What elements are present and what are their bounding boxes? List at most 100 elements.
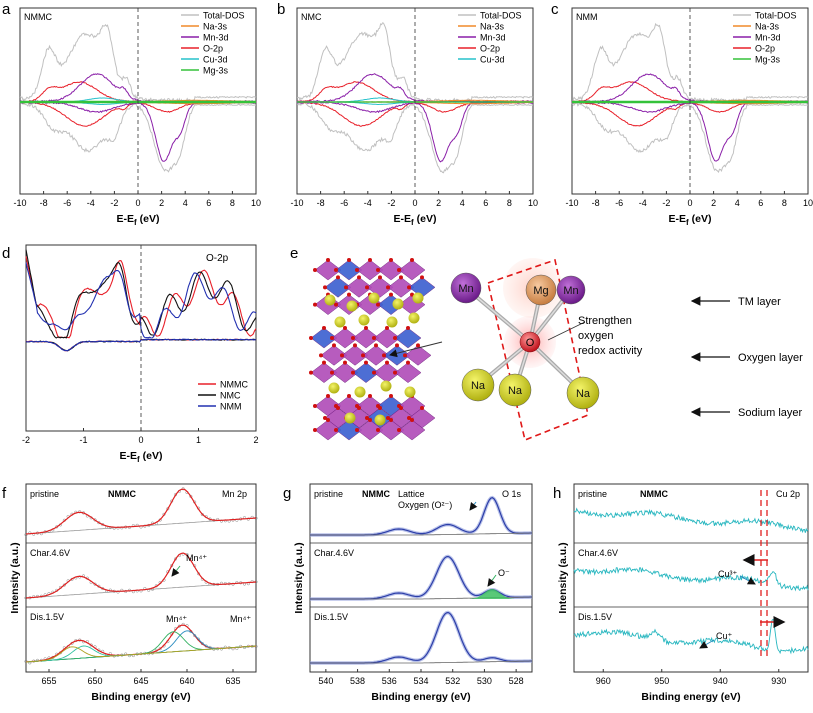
tick-label: -2 xyxy=(110,198,118,208)
oxygen-atom xyxy=(340,353,344,358)
sample-label: NMMC xyxy=(108,489,136,499)
axis-title: Binding energy (eV) xyxy=(641,691,740,703)
octahedron xyxy=(373,327,401,349)
dos-series-up xyxy=(296,22,534,104)
oxygen-atom xyxy=(364,326,368,330)
axis-title: Binding energy (eV) xyxy=(91,691,190,703)
data-point xyxy=(235,581,239,585)
dos-plot: -10 -8 -6 -4 -2 0 2 4 6 8 10 E-Ef (eV) Total-DOSNa-3… xyxy=(290,8,538,227)
dos-series-up xyxy=(19,23,257,104)
fit-component xyxy=(25,631,257,663)
tick-label: 530 xyxy=(477,676,492,686)
tick-label: 536 xyxy=(382,676,397,686)
data-point xyxy=(242,645,247,650)
panel-letter: g xyxy=(283,485,291,502)
atom-label: Na xyxy=(508,385,523,397)
oxygen-atom xyxy=(416,343,420,348)
oxygen-atom xyxy=(406,326,410,330)
data-point xyxy=(78,510,82,514)
data-point xyxy=(93,582,97,586)
oxygen-atom xyxy=(368,418,372,422)
octahedron xyxy=(310,327,338,349)
legend-label: Cu-3d xyxy=(480,55,505,65)
annotation-text: redox activity xyxy=(578,345,643,357)
dos-series-down xyxy=(296,101,534,163)
oxygen-atom xyxy=(330,370,334,375)
oxygen-atom xyxy=(361,353,365,358)
oxygen-atom xyxy=(313,428,317,432)
atom xyxy=(450,272,482,304)
row-label: Dis.1.5V xyxy=(314,612,348,622)
opdos-series-up xyxy=(25,262,257,339)
dos-plot: -10 -8 -6 -4 -2 0 2 4 6 8 10 E-Ef (eV) Total-DOSNa-3… xyxy=(13,8,261,227)
legend-label: Cu-3d xyxy=(203,55,228,65)
tick-label: 10 xyxy=(803,198,813,208)
tick-label: -4 xyxy=(87,198,95,208)
oxygen-atom xyxy=(355,428,359,432)
panel-title: NMMC xyxy=(24,12,52,22)
oxygen-atom xyxy=(403,353,407,358)
tick-label: -2 xyxy=(387,198,395,208)
data-point xyxy=(55,525,59,529)
tick-label: -10 xyxy=(290,198,303,208)
oxygen-atom xyxy=(347,394,351,398)
tick-label: 0 xyxy=(687,198,692,208)
octahedron xyxy=(404,345,432,366)
atom xyxy=(556,275,586,305)
tick-label: 6 xyxy=(206,198,211,208)
tick-label: 640 xyxy=(179,676,194,686)
oxygen-atom xyxy=(376,302,380,307)
oxygen-atom xyxy=(389,394,393,398)
crystal-structure xyxy=(309,258,443,441)
peak-annotation: Cu⁺ xyxy=(716,631,733,641)
octahedron xyxy=(314,419,342,441)
oxygen-atom xyxy=(330,336,334,340)
tick-label: 2 xyxy=(711,198,716,208)
oxygen-atom xyxy=(336,275,340,280)
tick-label: 6 xyxy=(758,198,763,208)
octahedron xyxy=(314,259,342,281)
oxygen-atom xyxy=(406,360,410,365)
octahedron xyxy=(331,327,359,349)
atom xyxy=(461,368,495,402)
row-label: pristine xyxy=(314,489,343,499)
oxygen-atom xyxy=(353,343,357,348)
oxygen-atom xyxy=(410,258,414,262)
tick-label: -10 xyxy=(565,198,578,208)
annotation-arrow xyxy=(699,639,715,649)
oxygen-atom xyxy=(389,258,393,262)
panel-h: h pristine NMMC Cu 2p Char.4.6V Dis.1.5V… xyxy=(553,483,809,703)
o-minus-peak xyxy=(469,589,515,599)
octahedron xyxy=(387,277,415,298)
octahedron xyxy=(366,277,394,298)
tick-label: 645 xyxy=(133,676,148,686)
oxygen-atom xyxy=(336,406,340,410)
panel-letter: b xyxy=(277,1,285,18)
oxygen-atom xyxy=(397,428,401,432)
background-line xyxy=(310,660,532,664)
fit-line xyxy=(25,624,257,663)
peak-annotation: Mn⁴⁺ xyxy=(186,553,207,563)
row-label: pristine xyxy=(578,489,607,499)
atom-label: Mn xyxy=(563,285,578,297)
oxygen-atom xyxy=(309,336,313,340)
oxygen-atom xyxy=(399,406,403,410)
spectrum-line xyxy=(573,566,809,592)
peak-annotation: Lattice xyxy=(398,489,425,499)
sodium-atom xyxy=(334,316,346,328)
sodium-atom xyxy=(328,382,340,394)
axis-title: E-Ef (eV) xyxy=(669,213,712,227)
oxygen-atom xyxy=(351,370,355,375)
xps-mn-plot: Mn⁴⁺ Mn⁴⁺ Mn⁴⁺ 655 650 645 640 635 Binding energ… xyxy=(9,487,258,703)
tick-label: 0 xyxy=(135,198,140,208)
oxygen-atom xyxy=(372,370,376,375)
plot-frame xyxy=(25,483,257,673)
octahedron xyxy=(320,345,348,366)
tick-label: -6 xyxy=(340,198,348,208)
oxygen-atom xyxy=(368,394,372,398)
octahedron xyxy=(356,419,384,441)
axis-title: Binding energy (eV) xyxy=(371,691,470,703)
oxygen-atom xyxy=(376,428,380,432)
